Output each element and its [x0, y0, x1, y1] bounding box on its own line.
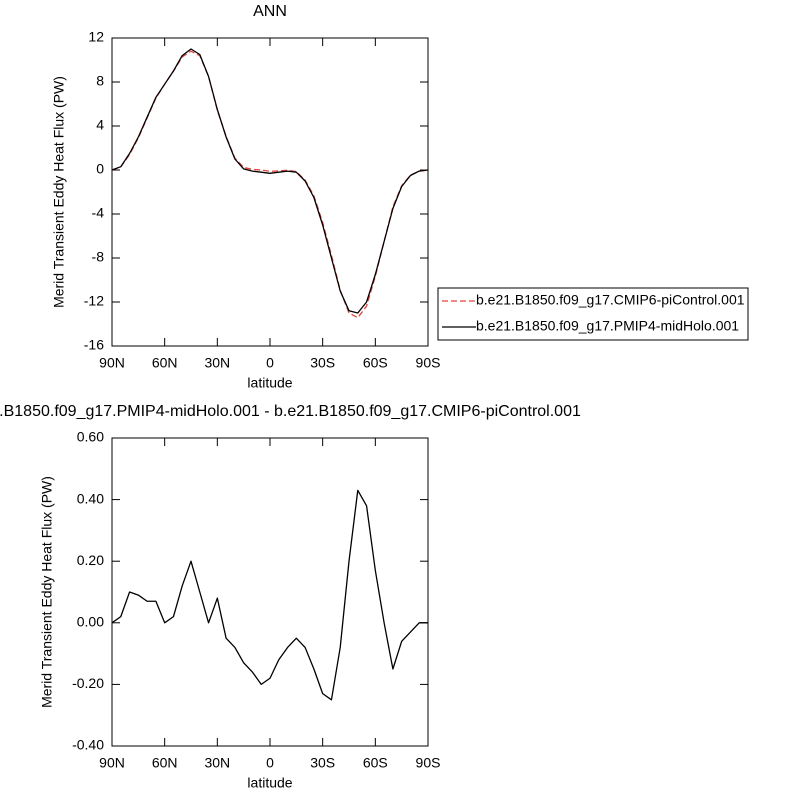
- data-line: [111, 48, 429, 314]
- x-tick-label: 60N: [152, 755, 178, 771]
- x-tick-label: 0: [266, 755, 274, 771]
- y-tick-label: 12: [88, 29, 104, 45]
- legend-label: b.e21.B1850.f09_g17.PMIP4-midHolo.001: [476, 318, 739, 334]
- data-line: [111, 489, 428, 701]
- legend-label: b.e21.B1850.f09_g17.CMIP6-piControl.001: [476, 292, 745, 308]
- y-tick-label: -12: [84, 293, 104, 309]
- plot-frame: [111, 37, 429, 347]
- x-tick-label: 60S: [363, 755, 388, 771]
- x-tick-label: 60S: [363, 355, 388, 371]
- y-tick-label: -16: [84, 337, 104, 353]
- y-tick-label: 0.20: [77, 552, 104, 568]
- chart-title: ANN: [253, 3, 287, 20]
- x-tick-label: 90N: [99, 755, 125, 771]
- y-tick-label: -0.40: [72, 737, 104, 753]
- x-tick-label: 90N: [99, 355, 125, 371]
- x-tick-label: 30N: [204, 355, 230, 371]
- x-axis-label: latitude: [247, 375, 292, 391]
- x-tick-label: 30S: [310, 755, 335, 771]
- y-tick-label: -0.20: [72, 675, 104, 691]
- y-tick-label: -4: [92, 205, 105, 221]
- y-tick-label: 4: [96, 117, 104, 133]
- x-tick-label: 90S: [416, 755, 441, 771]
- x-tick-label: 90S: [416, 355, 441, 371]
- y-tick-label: 0.00: [77, 614, 104, 630]
- y-tick-label: 0: [96, 161, 104, 177]
- plot-frame: [111, 437, 429, 747]
- y-tick-label: -8: [92, 249, 105, 265]
- y-tick-label: 0.60: [77, 429, 104, 445]
- x-tick-label: 30N: [204, 755, 230, 771]
- legend-box: [437, 287, 749, 341]
- y-axis-label: Merid Transient Eddy Heat Flux (PW): [51, 76, 67, 308]
- x-tick-label: 60N: [152, 355, 178, 371]
- y-tick-label: 0.40: [77, 490, 104, 506]
- x-tick-label: 0: [266, 355, 274, 371]
- chart-title: b.e21.B1850.f09_g17.PMIP4-midHolo.001 - …: [0, 403, 581, 420]
- y-tick-label: 8: [96, 73, 104, 89]
- y-axis-label: Merid Transient Eddy Heat Flux (PW): [39, 476, 55, 708]
- x-axis-label: latitude: [247, 775, 292, 791]
- x-tick-label: 30S: [310, 355, 335, 371]
